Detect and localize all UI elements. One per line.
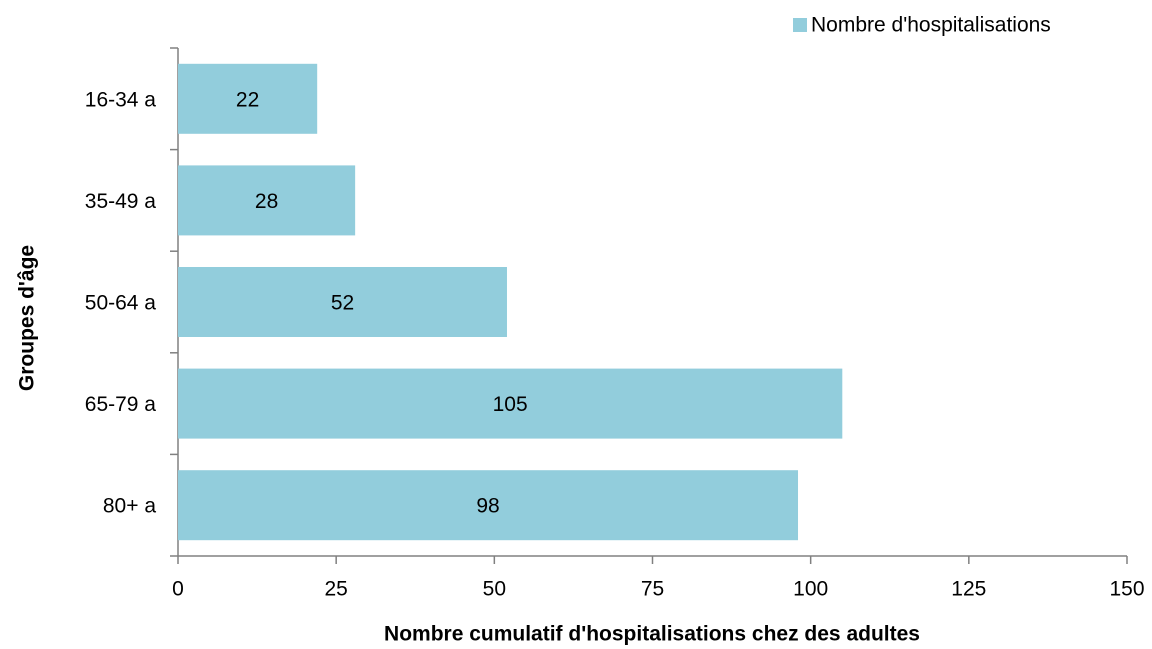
- bar: [178, 267, 507, 337]
- data-label: 28: [255, 190, 278, 213]
- y-tick-label: 80+ a: [103, 495, 156, 518]
- data-label: 98: [476, 495, 499, 518]
- y-tick-label: 65-79 a: [85, 393, 157, 416]
- y-axis-label: Groupes d'âge: [16, 245, 39, 391]
- x-tick-label: 150: [1109, 578, 1144, 601]
- data-label: 105: [493, 393, 528, 416]
- bar: [178, 470, 799, 541]
- x-tick-label: 25: [324, 578, 347, 601]
- bar: [178, 63, 318, 134]
- y-tick-label: 50-64 a: [85, 292, 157, 315]
- x-tick-label: 50: [483, 578, 506, 601]
- bar: [178, 368, 843, 439]
- y-tick-label: 16-34 a: [85, 88, 157, 111]
- data-label: 52: [331, 292, 354, 315]
- x-tick-label: 125: [951, 578, 986, 601]
- bar: [178, 165, 356, 236]
- x-axis-label: Nombre cumulatif d'hospitalisations chez…: [384, 623, 920, 646]
- x-tick-label: 0: [172, 578, 184, 601]
- y-tick-label: 35-49 a: [85, 190, 157, 213]
- x-tick-label: 75: [641, 578, 664, 601]
- legend-label: Nombre d'hospitalisations: [811, 14, 1051, 37]
- data-label: 22: [236, 88, 259, 111]
- legend-swatch: [793, 18, 807, 32]
- x-tick-label: 100: [793, 578, 828, 601]
